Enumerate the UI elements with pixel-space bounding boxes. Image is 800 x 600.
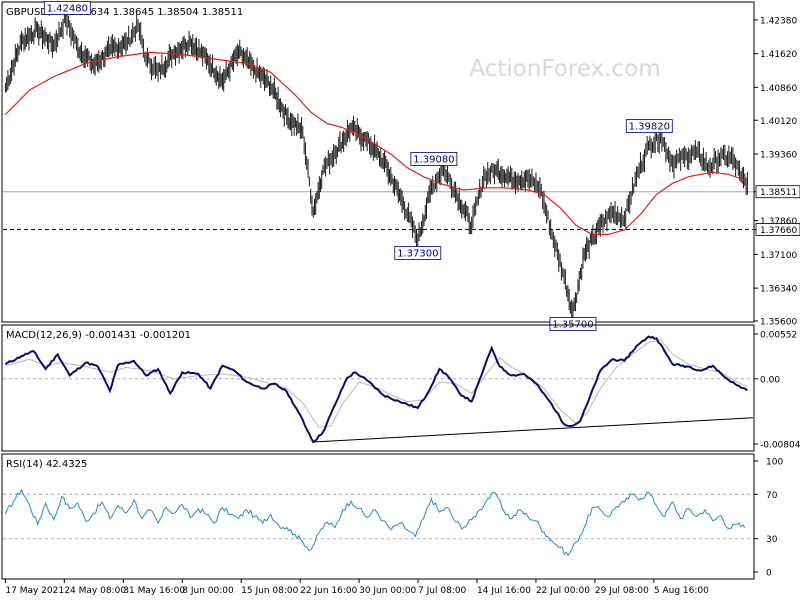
x-tick-label: 8 Jun 00:00 bbox=[182, 586, 234, 596]
price-y-tick-label: 1.41620 bbox=[760, 50, 797, 60]
rsi-y-tick-label: 70 bbox=[766, 491, 778, 501]
macd-y-tick-label: 0.00 bbox=[760, 375, 780, 385]
macd-y-tick-label: -0.00804 bbox=[760, 441, 800, 451]
x-tick-label: 22 Jul 00:00 bbox=[536, 586, 590, 596]
price-annotation-label: 1.42480 bbox=[47, 3, 88, 14]
price-annotation-label: 1.37300 bbox=[397, 248, 438, 259]
price-y-tick-label: 1.40860 bbox=[760, 84, 797, 94]
macd-trendline bbox=[313, 417, 754, 443]
rsi-y-tick-label: 30 bbox=[766, 535, 778, 545]
rsi-y-tick-label: 0 bbox=[766, 569, 772, 579]
x-tick-label: 31 May 16:00 bbox=[123, 586, 185, 596]
price-y-tick-label: 1.37860 bbox=[760, 217, 797, 227]
price-y-tick-label: 1.38511 bbox=[760, 188, 797, 198]
price-y-tick-label: 1.42380 bbox=[760, 16, 797, 26]
x-tick-label: 24 May 08:00 bbox=[64, 586, 126, 596]
price-annotation-box bbox=[394, 246, 442, 260]
x-tick-label: 14 Jul 16:00 bbox=[477, 586, 531, 596]
x-tick-label: 30 Jun 00:00 bbox=[359, 586, 416, 596]
watermark: ActionForex.com bbox=[469, 56, 660, 82]
x-tick-label: 22 Jun 16:00 bbox=[300, 586, 357, 596]
price-label-box bbox=[755, 185, 800, 199]
rsi-panel: RSI(14) 42.4325 100 70 30 0 bbox=[1, 453, 783, 580]
x-tick-label: 17 May 2021 bbox=[5, 586, 64, 596]
price-annotation-box bbox=[549, 317, 597, 331]
price-y-tick-label: 1.36340 bbox=[760, 285, 797, 295]
price-label-box bbox=[755, 223, 800, 236]
price-panel: GBPUSD,H4 1.38634 1.38645 1.38504 1.3851… bbox=[1, 1, 800, 331]
rsi-y-tick-label: 100 bbox=[766, 458, 783, 468]
price-y-tick-label: 1.37100 bbox=[760, 251, 797, 261]
price-annotation-box bbox=[43, 1, 91, 15]
macd-panel-title: MACD(12,26,9) -0.001431 -0.001201 bbox=[6, 330, 191, 341]
sma-line bbox=[4, 51, 748, 235]
price-annotation-box bbox=[410, 152, 458, 166]
rsi-panel-frame bbox=[1, 453, 755, 580]
macd-panel: MACD(12,26,9) -0.001431 -0.001201 0.0055… bbox=[1, 324, 800, 452]
x-tick-label: 29 Jul 08:00 bbox=[595, 586, 649, 596]
price-y-tick-label: 1.35600 bbox=[760, 318, 797, 328]
rsi-panel-title: RSI(14) 42.4325 bbox=[6, 459, 87, 470]
price-annotation-label: 1.39080 bbox=[413, 154, 454, 165]
price-panel-frame bbox=[1, 1, 755, 323]
macd-line bbox=[4, 335, 748, 444]
x-tick-label: 7 Jul 08:00 bbox=[418, 586, 467, 596]
price-y-tick-label: 1.39360 bbox=[760, 151, 797, 161]
x-tick-label: 15 Jun 08:00 bbox=[241, 586, 298, 596]
macd-y-tick-label: 0.00552 bbox=[760, 331, 797, 341]
price-y-tick-label: 1.37660 bbox=[760, 226, 797, 236]
macd-panel-frame bbox=[1, 324, 755, 452]
price-annotation-box bbox=[625, 119, 673, 133]
rsi-line bbox=[4, 488, 746, 557]
x-tick-label: 5 Aug 16:00 bbox=[654, 586, 709, 596]
price-panel-title: GBPUSD,H4 1.38634 1.38645 1.38504 1.3851… bbox=[6, 7, 243, 18]
price-annotation-label: 1.39820 bbox=[629, 122, 670, 133]
price-y-tick-label: 1.40120 bbox=[760, 117, 797, 127]
